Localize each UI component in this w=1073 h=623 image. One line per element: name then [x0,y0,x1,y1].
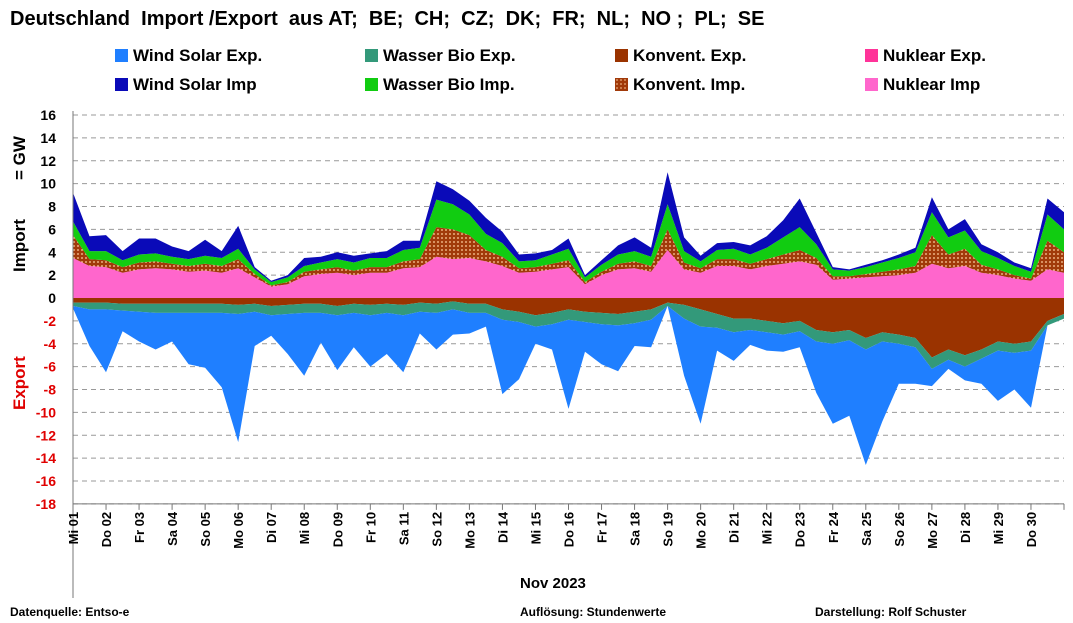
y-tick-label: 2 [48,267,56,283]
legend-swatch [365,49,378,62]
y-tick-label: 16 [40,107,56,123]
legend-item: Wind Solar Imp [115,75,257,95]
x-tick-label: Fr 24 [826,511,841,543]
x-tick-label: Di 14 [495,511,510,543]
y-tick-label: 10 [40,176,56,192]
x-tick-labels: Mi 01 Do 02 Fr 03 Sa 04 So 05 Mo 06 Di 07 Mi 08… [66,511,1039,549]
legend-item: Konvent. Exp. [615,46,746,66]
y-label-export: Export [10,356,29,410]
y-tick-label: -4 [44,336,57,352]
series-area-konvent-exp [73,298,1064,358]
y-tick-label: -14 [36,450,56,466]
legend-swatch [865,78,878,91]
series-area-konvent-imp [73,227,1064,287]
footer-source: Datenquelle: Entso-e [10,605,130,619]
x-tick-label: Di 07 [264,512,279,543]
legend-item: Nuklear Imp [865,75,980,95]
legend-label: Konvent. Imp. [633,75,746,94]
x-tick-label: So 05 [198,512,213,547]
series-areas [73,172,1064,465]
x-tick-label: Do 30 [1024,512,1039,547]
x-tick-label: So 19 [661,512,676,547]
y-tick-label: 12 [40,153,56,169]
x-tick-label: Mi 08 [297,512,312,545]
x-tick-label: Mo 13 [462,512,477,549]
y-label-gw: = GW [10,135,29,180]
legend-item: Wind Solar Exp. [115,46,262,66]
legend-label: Nuklear Imp [883,75,981,94]
y-tick-label: 4 [48,244,56,260]
y-tick-label: -8 [44,382,57,398]
series-area-wind-solar-exp [73,306,1064,465]
x-tick-label: Mi 29 [991,512,1006,545]
y-label-import: Import [10,219,29,272]
legend-label: Wasser Bio Exp. [383,46,516,65]
x-tick-label: Do 02 [99,512,114,547]
axes [72,111,1065,598]
x-tick-label: So 12 [429,512,444,547]
legend-label: Wasser Bio Imp. [383,75,515,94]
y-tick-label: -2 [44,313,57,329]
legend-swatch [865,49,878,62]
y-tick-label: 8 [48,199,56,215]
x-tick-label: Sa 25 [859,512,874,546]
y-tick-label: 0 [48,290,56,306]
x-tick-label: Mo 27 [925,512,940,549]
y-tick-label: -18 [36,496,56,512]
footer-author: Darstellung: Rolf Schuster [815,605,967,619]
legend-item: Nuklear Exp. [865,46,986,66]
x-axis-label: Nov 2023 [520,575,586,592]
x-tick-label: Sa 18 [628,512,643,546]
x-tick-label: Mi 15 [529,512,544,545]
chart-title: Deutschland Import /Export aus AT; BE; C… [10,8,765,30]
x-tick-label: Mi 22 [760,512,775,545]
footer-resolution: Auflösung: Stundenwerte [520,605,666,619]
x-tick-label: Mo 20 [694,512,709,549]
legend-swatch [115,49,128,62]
x-tick-label: Fr 17 [595,512,610,543]
y-tick-label: 6 [48,221,56,237]
legend-swatch [115,78,128,91]
y-tick-label: -10 [36,404,56,420]
legend-label: Wind Solar Exp. [133,46,263,65]
x-tick-label: Sa 11 [396,512,411,545]
legend-item: Wasser Bio Exp. [365,46,516,66]
legend-label: Wind Solar Imp [133,75,257,94]
x-tick-label: Fr 03 [132,512,147,543]
legend-item: Wasser Bio Imp. [365,75,515,95]
legend-label: Nuklear Exp. [883,46,986,65]
x-tick-label: Mo 06 [231,512,246,549]
y-tick-label: -12 [36,427,56,443]
y-tick-label: -6 [44,359,57,375]
series-area-wasser-bio-imp [73,199,1064,286]
legend-swatch [615,78,628,91]
x-tick-label: Fr 10 [363,512,378,543]
legend-item: Konvent. Imp. [615,75,745,95]
y-tick-label: 14 [40,130,56,146]
legend-swatch [365,78,378,91]
y-tick-label: -16 [36,473,56,489]
x-tick-label: Do 09 [330,512,345,547]
x-tick-label: Di 21 [727,512,742,543]
x-tick-label: Di 28 [958,512,973,543]
legend-label: Konvent. Exp. [633,46,747,65]
x-tick-label: Sa 04 [165,511,180,546]
series-area-wasser-bio-exp [73,301,1064,369]
x-tick-label: Do 16 [562,512,577,547]
series-area-nuklear-imp [73,250,1064,298]
x-tick-label: Do 23 [793,512,808,547]
x-tick-label: So 26 [892,512,907,547]
legend-swatch [615,49,628,62]
y-tick-labels: 16 14 12 10 8 6 4 2 0 -2 -4 -6 -8 -10 -12 -14 -16 -18 [36,107,56,512]
x-tick-label: Mi 01 [66,512,81,545]
